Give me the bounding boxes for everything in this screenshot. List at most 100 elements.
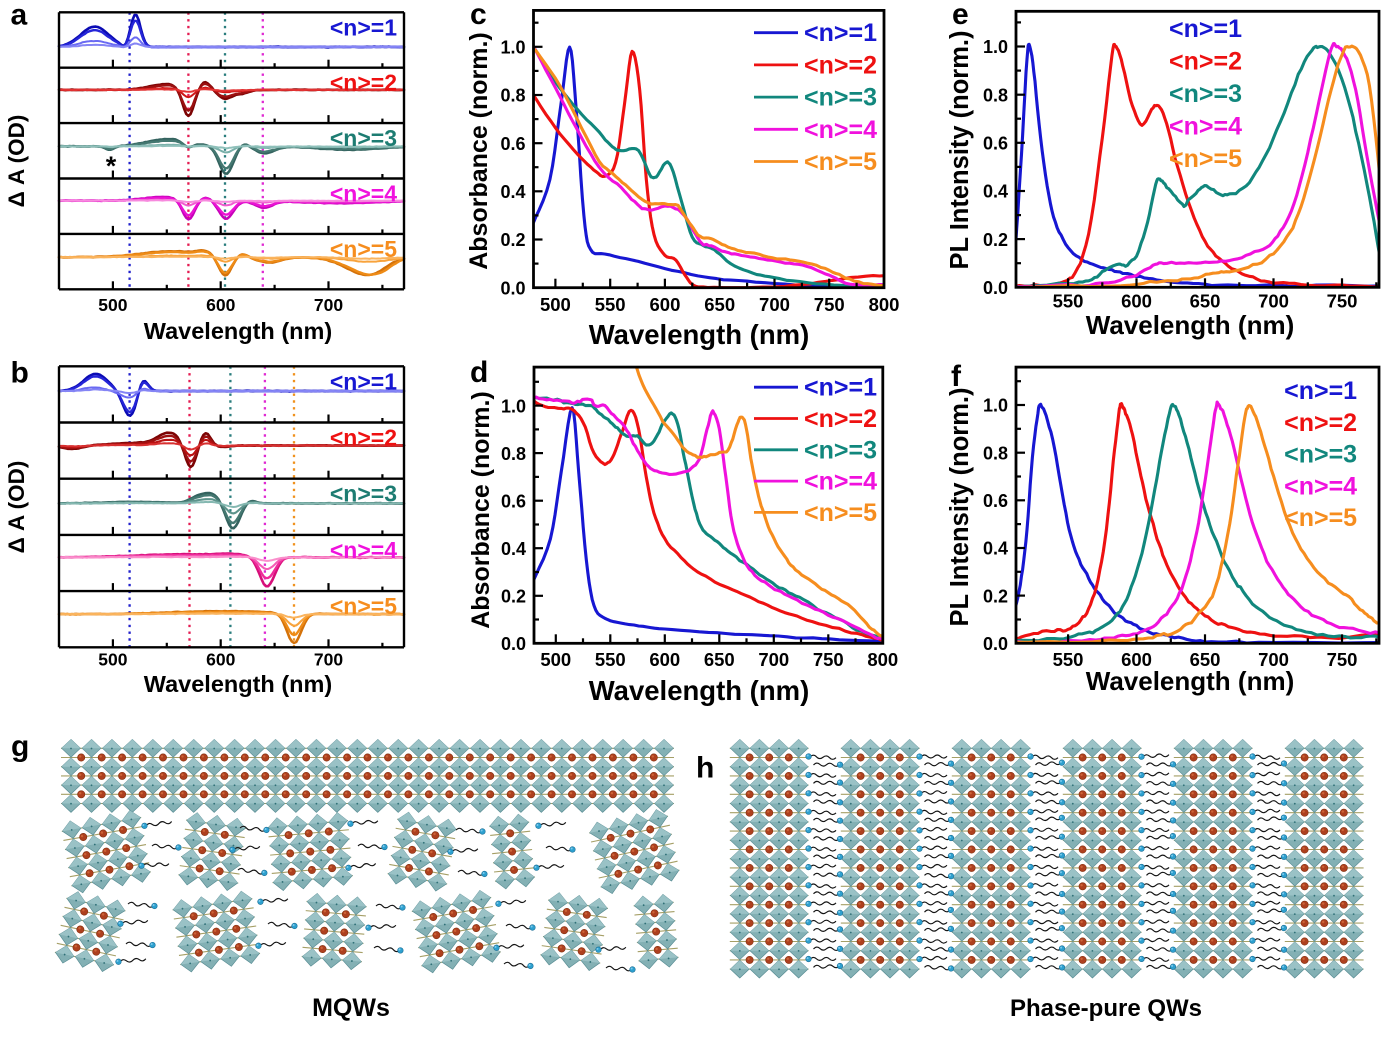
- svg-text:800: 800: [867, 649, 898, 670]
- svg-text:0.4: 0.4: [501, 539, 526, 559]
- svg-text:f: f: [951, 360, 962, 393]
- svg-text:<n>=4: <n>=4: [804, 116, 877, 144]
- svg-text:600: 600: [650, 294, 681, 315]
- svg-text:Absorbance (norm.): Absorbance (norm.): [467, 391, 495, 629]
- svg-text:650: 650: [704, 649, 735, 670]
- svg-text:0.8: 0.8: [501, 444, 526, 464]
- svg-text:1.0: 1.0: [983, 396, 1008, 416]
- svg-text:700: 700: [314, 650, 343, 670]
- svg-text:700: 700: [314, 295, 343, 315]
- svg-text:0.6: 0.6: [501, 491, 526, 511]
- svg-text:Phase-pure QWs: Phase-pure QWs: [1010, 995, 1202, 1022]
- svg-text:Wavelength (nm): Wavelength (nm): [1086, 310, 1294, 340]
- svg-text:500: 500: [98, 650, 127, 670]
- svg-text:*: *: [106, 151, 117, 181]
- svg-text:e: e: [952, 0, 969, 31]
- svg-text:1.0: 1.0: [500, 38, 525, 58]
- svg-text:600: 600: [206, 295, 235, 315]
- svg-text:700: 700: [759, 294, 790, 315]
- svg-text:1.0: 1.0: [983, 37, 1008, 57]
- svg-text:<n>=1: <n>=1: [330, 14, 397, 40]
- svg-text:d: d: [470, 356, 488, 389]
- svg-text:<n>=3: <n>=3: [804, 436, 877, 464]
- svg-text:b: b: [11, 357, 29, 390]
- svg-text:0.0: 0.0: [500, 278, 525, 298]
- svg-text:0.0: 0.0: [501, 634, 526, 654]
- svg-text:0.2: 0.2: [983, 586, 1008, 606]
- svg-text:0.4: 0.4: [500, 182, 525, 202]
- svg-text:700: 700: [1258, 649, 1289, 670]
- svg-text:650: 650: [1190, 291, 1221, 312]
- svg-text:<n>=2: <n>=2: [1169, 48, 1242, 76]
- svg-text:550: 550: [595, 294, 626, 315]
- svg-text:Δ A (OD): Δ A (OD): [4, 461, 29, 554]
- svg-text:650: 650: [1190, 649, 1221, 670]
- svg-text:PL Intensity (norm.): PL Intensity (norm.): [946, 388, 974, 627]
- svg-text:PL Intensity (norm.): PL Intensity (norm.): [946, 31, 974, 270]
- svg-text:<n>=1: <n>=1: [1284, 377, 1357, 405]
- svg-text:0.0: 0.0: [983, 278, 1008, 298]
- svg-text:750: 750: [814, 294, 845, 315]
- svg-text:<n>=4: <n>=4: [1284, 472, 1357, 500]
- svg-text:Wavelength (nm): Wavelength (nm): [1086, 666, 1294, 696]
- svg-text:0.2: 0.2: [983, 230, 1008, 250]
- svg-text:MQWs: MQWs: [312, 994, 390, 1022]
- svg-text:0.2: 0.2: [500, 230, 525, 250]
- svg-text:<n>=5: <n>=5: [330, 236, 397, 262]
- svg-text:600: 600: [1121, 649, 1152, 670]
- svg-text:600: 600: [649, 649, 680, 670]
- svg-text:<n>=5: <n>=5: [804, 148, 877, 176]
- svg-text:1.0: 1.0: [501, 396, 526, 416]
- svg-text:0.2: 0.2: [501, 586, 526, 606]
- svg-text:<n>=1: <n>=1: [804, 19, 877, 47]
- svg-text:700: 700: [758, 649, 789, 670]
- svg-text:800: 800: [869, 294, 900, 315]
- svg-text:0.4: 0.4: [983, 182, 1008, 202]
- svg-text:<n>=1: <n>=1: [1169, 15, 1242, 43]
- svg-text:<n>=3: <n>=3: [330, 125, 397, 151]
- svg-text:<n>=2: <n>=2: [804, 405, 877, 433]
- svg-text:<n>=3: <n>=3: [330, 481, 397, 507]
- svg-text:<n>=3: <n>=3: [1284, 441, 1357, 469]
- svg-text:<n>=5: <n>=5: [1169, 145, 1242, 173]
- svg-text:0.6: 0.6: [983, 134, 1008, 154]
- svg-text:<n>=4: <n>=4: [1169, 113, 1242, 141]
- svg-text:<n>=5: <n>=5: [1284, 504, 1357, 532]
- svg-text:0.6: 0.6: [983, 491, 1008, 511]
- svg-text:<n>=3: <n>=3: [804, 84, 877, 112]
- svg-text:0.4: 0.4: [983, 539, 1008, 559]
- svg-text:550: 550: [595, 649, 626, 670]
- svg-text:g: g: [11, 730, 29, 763]
- svg-text:<n>=2: <n>=2: [1284, 409, 1357, 437]
- svg-text:750: 750: [813, 649, 844, 670]
- svg-text:0.0: 0.0: [983, 634, 1008, 654]
- svg-text:550: 550: [1053, 291, 1084, 312]
- svg-text:550: 550: [1053, 649, 1084, 670]
- svg-text:<n>=1: <n>=1: [804, 374, 877, 402]
- svg-text:750: 750: [1327, 649, 1358, 670]
- svg-text:0.8: 0.8: [983, 85, 1008, 105]
- svg-text:0.8: 0.8: [500, 86, 525, 106]
- svg-text:Δ A (OD): Δ A (OD): [4, 115, 29, 208]
- svg-text:<n>=2: <n>=2: [804, 51, 877, 79]
- svg-text:500: 500: [98, 295, 127, 315]
- svg-text:Absorbance (norm.): Absorbance (norm.): [465, 32, 493, 270]
- svg-text:500: 500: [540, 294, 571, 315]
- svg-text:a: a: [11, 0, 28, 32]
- svg-text:0.8: 0.8: [983, 443, 1008, 463]
- svg-text:<n>=4: <n>=4: [804, 468, 877, 496]
- svg-text:Wavelength (nm): Wavelength (nm): [589, 675, 810, 706]
- svg-text:<n>=5: <n>=5: [330, 593, 397, 619]
- svg-text:0.6: 0.6: [500, 134, 525, 154]
- svg-text:<n>=2: <n>=2: [330, 70, 397, 96]
- svg-text:500: 500: [540, 649, 571, 670]
- svg-text:700: 700: [1258, 291, 1289, 312]
- svg-text:600: 600: [1121, 291, 1152, 312]
- svg-text:<n>=3: <n>=3: [1169, 80, 1242, 108]
- svg-text:750: 750: [1327, 291, 1358, 312]
- svg-text:650: 650: [704, 294, 735, 315]
- svg-text:<n>=2: <n>=2: [330, 425, 397, 451]
- svg-text:<n>=1: <n>=1: [330, 368, 397, 394]
- svg-text:c: c: [470, 0, 487, 31]
- svg-text:Wavelength (nm): Wavelength (nm): [144, 318, 332, 344]
